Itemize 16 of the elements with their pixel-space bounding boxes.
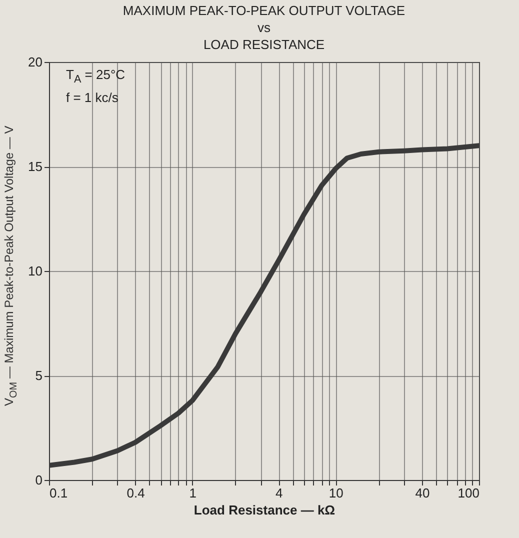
x-tick-label: 100 bbox=[458, 486, 480, 500]
y-tick-label: 20 bbox=[28, 54, 42, 70]
x-tick-label: 10 bbox=[328, 486, 344, 500]
x-tick-label: 4 bbox=[276, 486, 283, 500]
chart-title: MAXIMUM PEAK-TO-PEAK OUTPUT VOLTAGE vs LOAD RESISTANCE bbox=[122, 3, 406, 52]
x-axis-title: Load Resistance — kΩ bbox=[194, 502, 336, 518]
annotation: f = 1 kc/s bbox=[66, 88, 120, 107]
y-tick-label: 5 bbox=[35, 368, 42, 383]
x-tick-label: 40 bbox=[415, 486, 430, 500]
x-tick-label: 0.1 bbox=[50, 486, 68, 500]
y-tick-label: 15 bbox=[28, 159, 42, 174]
y-tick-label: 0 bbox=[35, 472, 42, 488]
x-tick-label: 0.4 bbox=[126, 486, 145, 500]
y-tick-label: 10 bbox=[28, 264, 42, 278]
annotation: T$_{A}$ = 25°C bbox=[66, 66, 126, 88]
x-tick-label: 1 bbox=[189, 486, 196, 500]
